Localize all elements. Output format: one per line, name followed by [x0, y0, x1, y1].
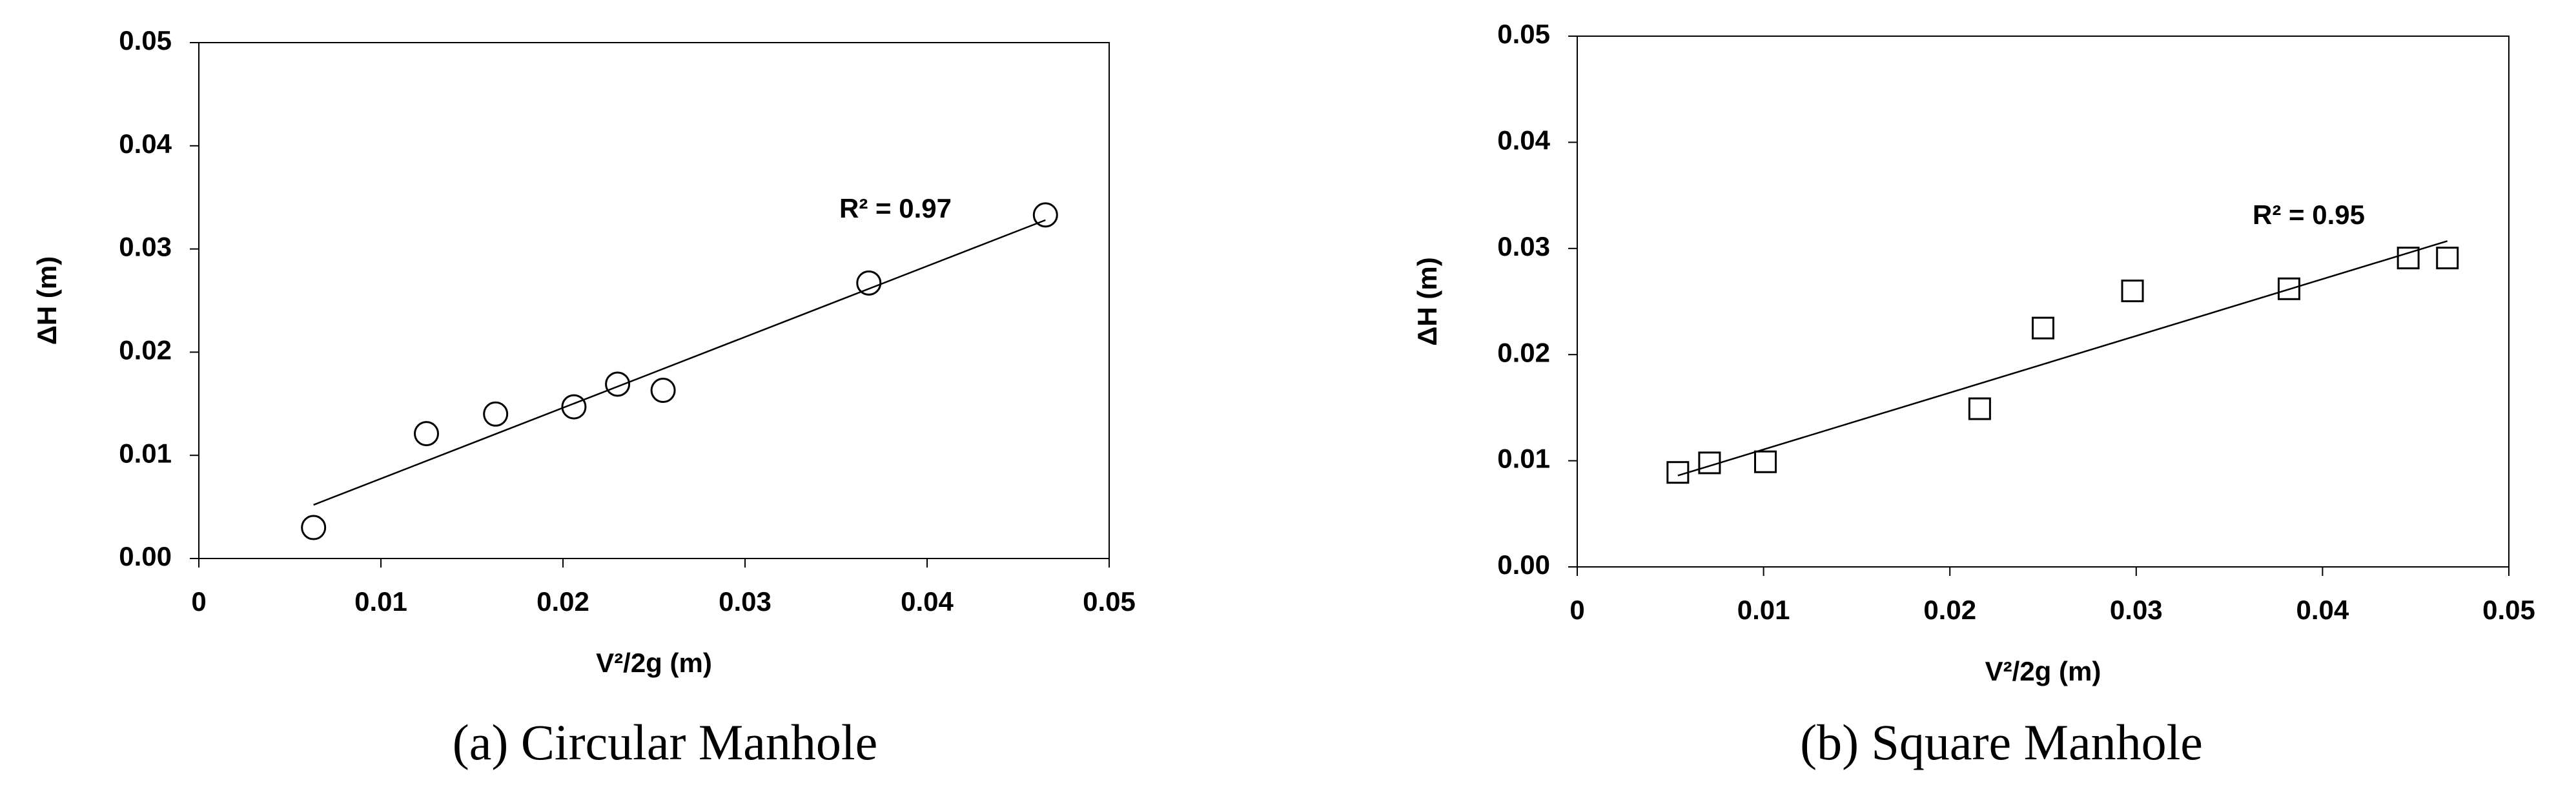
y-tick-label: 0.04: [119, 128, 172, 159]
y-axis-title: ΔH (m): [1412, 257, 1442, 346]
annotation: R² = 0.95: [2253, 200, 2365, 230]
y-axis-title: ΔH (m): [32, 256, 62, 345]
point: [561, 394, 587, 420]
point: [2032, 316, 2054, 340]
point: [1698, 451, 1721, 475]
plot-frame: [1577, 36, 2510, 568]
x-axis-title: V²/2g (m): [1985, 656, 2101, 686]
y-tick-label: 0.04: [1497, 125, 1550, 155]
x-tick-label: 0: [1569, 595, 1584, 625]
point: [483, 401, 509, 427]
y-tick-label: 0.03: [1497, 231, 1550, 261]
y-tick-label: 0.03: [119, 232, 172, 262]
plot-frame: [198, 42, 1110, 559]
point: [856, 270, 882, 296]
x-tick-label: 0.02: [537, 586, 589, 617]
x-tick-label: 0.03: [719, 586, 772, 617]
y-tick-label: 0.05: [1497, 19, 1550, 49]
x-tick-label: 0.02: [1923, 595, 1976, 625]
caption: (a) Circular Manhole: [453, 714, 877, 770]
point: [414, 421, 439, 447]
trendline: [313, 219, 1046, 506]
caption: (b) Square Manhole: [1800, 714, 2203, 770]
x-tick-label: 0.05: [1083, 586, 1136, 617]
point: [1968, 397, 1991, 420]
x-axis-title: V²/2g (m): [596, 648, 712, 678]
x-tick-label: 0.03: [2110, 595, 2163, 625]
y-tick-label: 0.01: [1497, 444, 1550, 474]
point: [1753, 450, 1777, 473]
x-tick-label: 0: [191, 586, 206, 617]
point: [1032, 202, 1058, 228]
x-tick-label: 0.04: [901, 586, 954, 617]
x-tick-label: 0.01: [354, 586, 407, 617]
point: [605, 371, 631, 397]
y-tick-label: 0.00: [1497, 549, 1550, 580]
point: [2121, 280, 2144, 303]
x-tick-label: 0.04: [2296, 595, 2349, 625]
point: [650, 378, 676, 404]
point: [1666, 461, 1690, 484]
y-tick-label: 0.02: [1497, 337, 1550, 367]
trendline: [1677, 240, 2448, 476]
point: [2397, 247, 2420, 270]
point: [2436, 247, 2459, 270]
y-tick-label: 0.02: [119, 334, 172, 365]
x-tick-label: 0.01: [1737, 595, 1790, 625]
x-tick-label: 0.05: [2482, 595, 2535, 625]
y-tick-label: 0.00: [119, 541, 172, 571]
annotation: R² = 0.97: [839, 193, 952, 223]
y-tick-label: 0.01: [119, 438, 172, 468]
point: [301, 515, 327, 540]
point: [2277, 277, 2300, 300]
y-tick-label: 0.05: [119, 25, 172, 56]
